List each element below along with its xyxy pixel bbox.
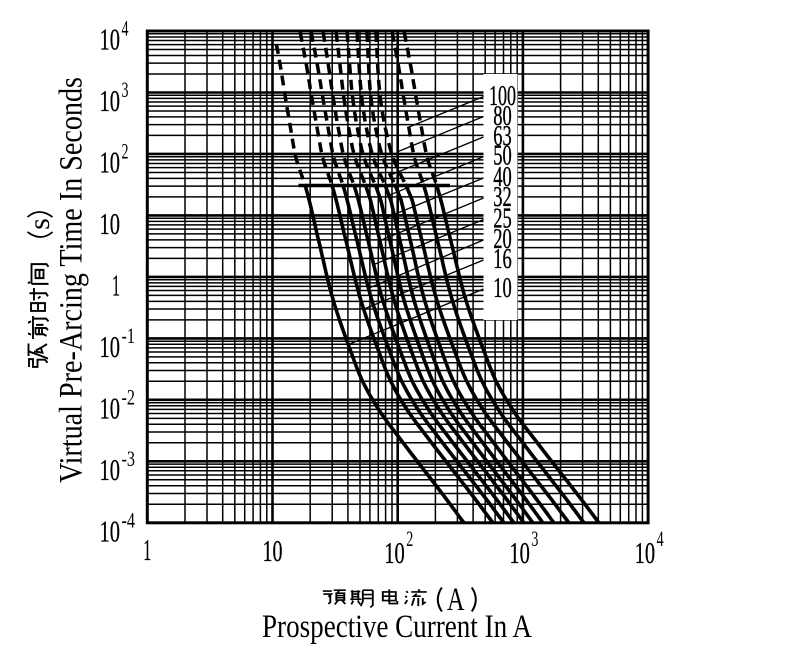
svg-text:10: 10 <box>100 513 121 548</box>
svg-text:-1: -1 <box>122 323 136 348</box>
svg-text:32: 32 <box>493 182 512 213</box>
svg-text:-3: -3 <box>122 446 136 471</box>
svg-text:10: 10 <box>100 329 121 364</box>
svg-text:s: s <box>23 218 56 230</box>
svg-text:10: 10 <box>493 273 512 304</box>
svg-text:4: 4 <box>122 16 129 41</box>
svg-text:Prospective Current In A: Prospective Current In A <box>262 609 532 645</box>
svg-text:10: 10 <box>100 390 121 425</box>
svg-text:25: 25 <box>493 204 512 235</box>
svg-text:-4: -4 <box>122 507 136 532</box>
svg-text:16: 16 <box>493 244 512 275</box>
svg-text:1: 1 <box>112 267 120 302</box>
svg-text:-2: -2 <box>122 384 136 409</box>
svg-text:10: 10 <box>100 206 121 241</box>
svg-text:1: 1 <box>143 532 151 567</box>
svg-text:3: 3 <box>531 526 538 551</box>
svg-text:10: 10 <box>635 535 656 570</box>
svg-text:A: A <box>447 582 465 618</box>
svg-text:3: 3 <box>122 77 129 102</box>
svg-text:10: 10 <box>263 533 283 568</box>
svg-text:2: 2 <box>122 138 129 163</box>
svg-text:40: 40 <box>493 162 512 193</box>
svg-text:4: 4 <box>657 526 664 551</box>
svg-text:Virtual Pre-Arcing Time In Sec: Virtual Pre-Arcing Time In Seconds <box>54 77 90 483</box>
svg-text:80: 80 <box>493 101 512 132</box>
svg-text:10: 10 <box>100 22 121 57</box>
svg-text:20: 20 <box>493 224 512 255</box>
svg-text:10: 10 <box>509 535 530 570</box>
svg-text:63: 63 <box>493 121 512 152</box>
svg-text:10: 10 <box>100 83 121 118</box>
svg-text:10: 10 <box>100 144 121 179</box>
svg-text:10: 10 <box>384 535 405 570</box>
svg-text:10: 10 <box>100 452 121 487</box>
svg-text:50: 50 <box>493 141 512 172</box>
svg-text:100: 100 <box>489 81 516 112</box>
svg-text:2: 2 <box>406 526 413 551</box>
